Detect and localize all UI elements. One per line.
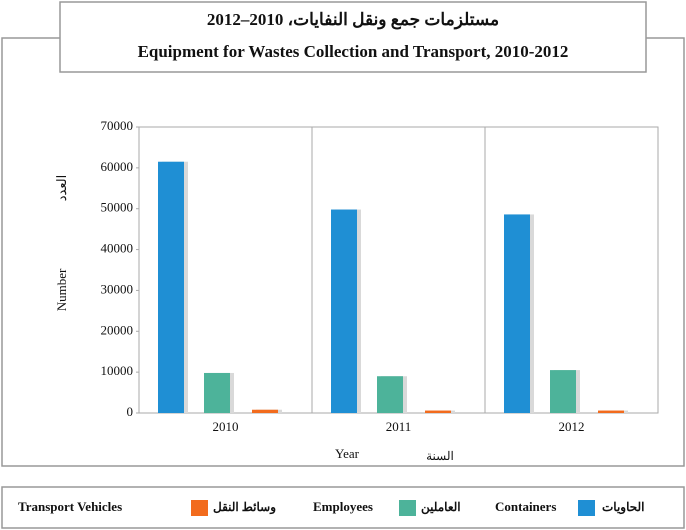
- y-axis-label: Number: [54, 268, 69, 311]
- x-tick-label: 2012: [559, 419, 585, 434]
- bar: [252, 409, 278, 413]
- legend-swatch: [578, 500, 595, 516]
- legend-box: [1, 486, 685, 529]
- x-tick-label: 2011: [386, 419, 412, 434]
- legend-swatch: [399, 500, 416, 516]
- bar: [425, 410, 451, 413]
- y-tick-label: 60000: [101, 159, 134, 174]
- x-axis-label: Year: [335, 446, 360, 461]
- legend-label-ar: الحاويات: [602, 500, 644, 515]
- legend-swatch: [191, 500, 208, 516]
- y-tick-label: 20000: [101, 322, 134, 337]
- y-axis-label-ar: العدد: [54, 175, 69, 201]
- bar: [331, 209, 357, 413]
- y-tick-label: 50000: [101, 200, 134, 215]
- legend-label: Containers: [495, 499, 556, 514]
- chart-title: مستلزمات جمع ونقل النفايات، 2010–2012: [207, 10, 499, 30]
- legend-label: Transport Vehicles: [18, 499, 122, 514]
- y-tick-label: 0: [127, 404, 134, 419]
- title-box: [59, 1, 647, 73]
- chart-subtitle: Equipment for Wastes Collection and Tran…: [138, 42, 569, 61]
- bar: [598, 410, 624, 413]
- bar: [204, 372, 230, 413]
- y-tick-label: 70000: [101, 118, 134, 133]
- bar: [504, 214, 530, 413]
- y-tick-label: 30000: [101, 281, 134, 296]
- bar: [377, 376, 403, 413]
- legend-label-ar: العاملين: [421, 500, 461, 515]
- bar: [158, 161, 184, 413]
- x-axis-label-ar: السنة: [426, 449, 454, 463]
- y-tick-label: 40000: [101, 241, 134, 256]
- legend-label: Employees: [313, 499, 373, 514]
- legend-label-ar: وسائط النقل: [213, 500, 276, 515]
- bar: [550, 370, 576, 413]
- x-tick-label: 2010: [213, 419, 239, 434]
- y-tick-label: 10000: [101, 363, 134, 378]
